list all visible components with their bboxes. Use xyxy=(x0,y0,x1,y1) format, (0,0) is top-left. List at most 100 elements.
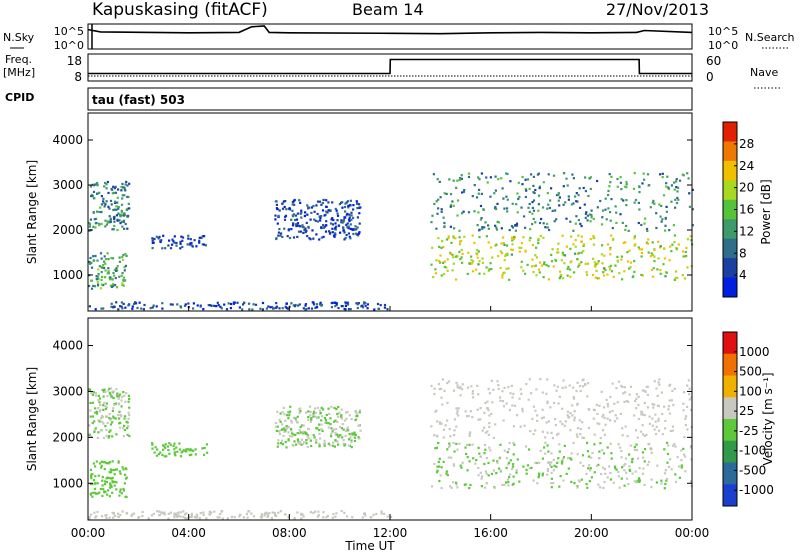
velocity-cell-246 xyxy=(166,445,169,448)
power-cell-912 xyxy=(640,251,643,255)
velocity-cell-503 xyxy=(335,433,339,436)
power-cell-868 xyxy=(633,244,636,247)
velocity-cell-146 xyxy=(99,404,102,407)
nsky-left-tick-bottom: 10^0 xyxy=(54,39,84,52)
power-cell-584 xyxy=(379,304,382,307)
power-cell-585 xyxy=(119,305,122,308)
velocity-cell-186 xyxy=(124,417,127,420)
power-colorbar-swatch-5 xyxy=(723,219,737,240)
power-cell-56 xyxy=(111,283,115,286)
velocity-cell-443 xyxy=(278,430,281,433)
velocity-cell-1297 xyxy=(668,384,671,387)
velocity-cell-466 xyxy=(289,405,292,408)
velocity-cell-1061 xyxy=(582,385,585,388)
power-cell-92 xyxy=(104,269,107,272)
power-cell-442 xyxy=(349,199,352,202)
velocity-cell-850 xyxy=(663,448,666,451)
power-cell-1076 xyxy=(555,218,558,221)
power-cell-752 xyxy=(443,273,446,276)
velocity-cell-307 xyxy=(358,437,361,440)
velocity-cell-317 xyxy=(277,442,280,445)
power-cell-41 xyxy=(122,258,125,261)
velocity-cell-65 xyxy=(101,479,104,482)
power-cell-394 xyxy=(345,234,348,237)
velocity-cell-1066 xyxy=(646,393,649,396)
power-cell-1011 xyxy=(659,246,662,249)
velocity-cell-1116 xyxy=(616,401,619,404)
velocity-cell-1227 xyxy=(579,433,582,436)
velocity-cell-240 xyxy=(88,388,91,391)
power-cell-670 xyxy=(216,301,219,304)
velocity-cell-500 xyxy=(281,439,284,442)
nsky-right-tick-bottom: 10^0 xyxy=(708,39,738,52)
power-cell-410 xyxy=(321,209,325,212)
power-cell-512 xyxy=(357,232,361,235)
power-cell-777 xyxy=(595,269,598,272)
velocity-cell-966 xyxy=(576,453,579,456)
power-cell-617 xyxy=(275,305,278,308)
velocity-cell-544 xyxy=(104,514,107,517)
velocity-cell-344 xyxy=(276,445,279,448)
velocity-cell-795 xyxy=(590,476,593,479)
velocity-cell-1050 xyxy=(641,413,644,416)
velocity-cell-339 xyxy=(320,419,323,422)
power-cell-403 xyxy=(332,234,336,237)
velocity-cell-579 xyxy=(105,514,108,517)
power-cell-404 xyxy=(339,231,342,234)
power-cell-1247 xyxy=(452,179,455,182)
power-cell-1234 xyxy=(596,179,599,183)
velocity-cell-953 xyxy=(635,481,638,484)
power-cell-348 xyxy=(306,235,309,238)
power-cell-706 xyxy=(624,241,627,244)
power-cell-804 xyxy=(668,259,671,262)
velocity-cell-1311 xyxy=(501,400,505,403)
power-cell-454 xyxy=(281,235,284,238)
power-cell-1185 xyxy=(605,218,608,221)
power-cell-228 xyxy=(109,220,112,224)
velocity-cell-488 xyxy=(274,421,278,425)
velocity-cell-1042 xyxy=(511,483,514,486)
power-cell-240 xyxy=(181,239,184,242)
power-cell-828 xyxy=(573,252,577,255)
velocity-cell-216 xyxy=(125,392,128,395)
velocity-cell-450 xyxy=(337,415,340,418)
velocity-cell-512 xyxy=(309,420,312,423)
velocity-cell-1218 xyxy=(453,433,456,437)
power-cell-942 xyxy=(637,246,640,249)
velocity-cell-1248 xyxy=(652,406,655,409)
power-cell-643 xyxy=(356,306,359,310)
power-cell-335 xyxy=(306,204,309,207)
velocity-cell-961 xyxy=(524,445,528,448)
velocity-cell-42 xyxy=(117,461,120,464)
power-cell-1062 xyxy=(496,220,499,223)
velocity-cell-573 xyxy=(183,513,186,516)
velocity-cell-182 xyxy=(102,422,105,425)
power-cell-169 xyxy=(92,197,95,200)
velocity-cell-149 xyxy=(97,399,100,402)
power-cell-680 xyxy=(122,302,125,305)
power-cell-1182 xyxy=(575,192,578,195)
x-tick-label-5: 20:00 xyxy=(574,526,609,540)
power-cell-950 xyxy=(550,260,554,263)
power-cell-1189 xyxy=(521,183,524,186)
power-cell-1373 xyxy=(677,186,680,189)
power-cell-218 xyxy=(119,213,122,217)
velocity-cell-278 xyxy=(151,443,154,446)
velocity-colorbar-label-5: -100 xyxy=(739,444,766,458)
power-cell-521 xyxy=(277,214,280,217)
velocity-cell-1025 xyxy=(552,469,555,472)
power-cell-753 xyxy=(561,251,564,254)
velocity-cell-297 xyxy=(350,418,353,421)
velocity-cell-283 xyxy=(172,444,175,447)
velocity-cell-819 xyxy=(667,465,671,468)
velocity-cell-321 xyxy=(307,427,310,430)
velocity-cell-1158 xyxy=(586,395,589,398)
power-cell-1017 xyxy=(659,245,662,248)
power-cell-1093 xyxy=(528,187,531,190)
velocity-cell-427 xyxy=(358,409,362,412)
velocity-cell-843 xyxy=(450,486,453,489)
velocity-cell-60 xyxy=(108,471,111,474)
velocity-colorbar-label-2: 100 xyxy=(739,384,762,398)
velocity-cell-572 xyxy=(390,515,393,519)
